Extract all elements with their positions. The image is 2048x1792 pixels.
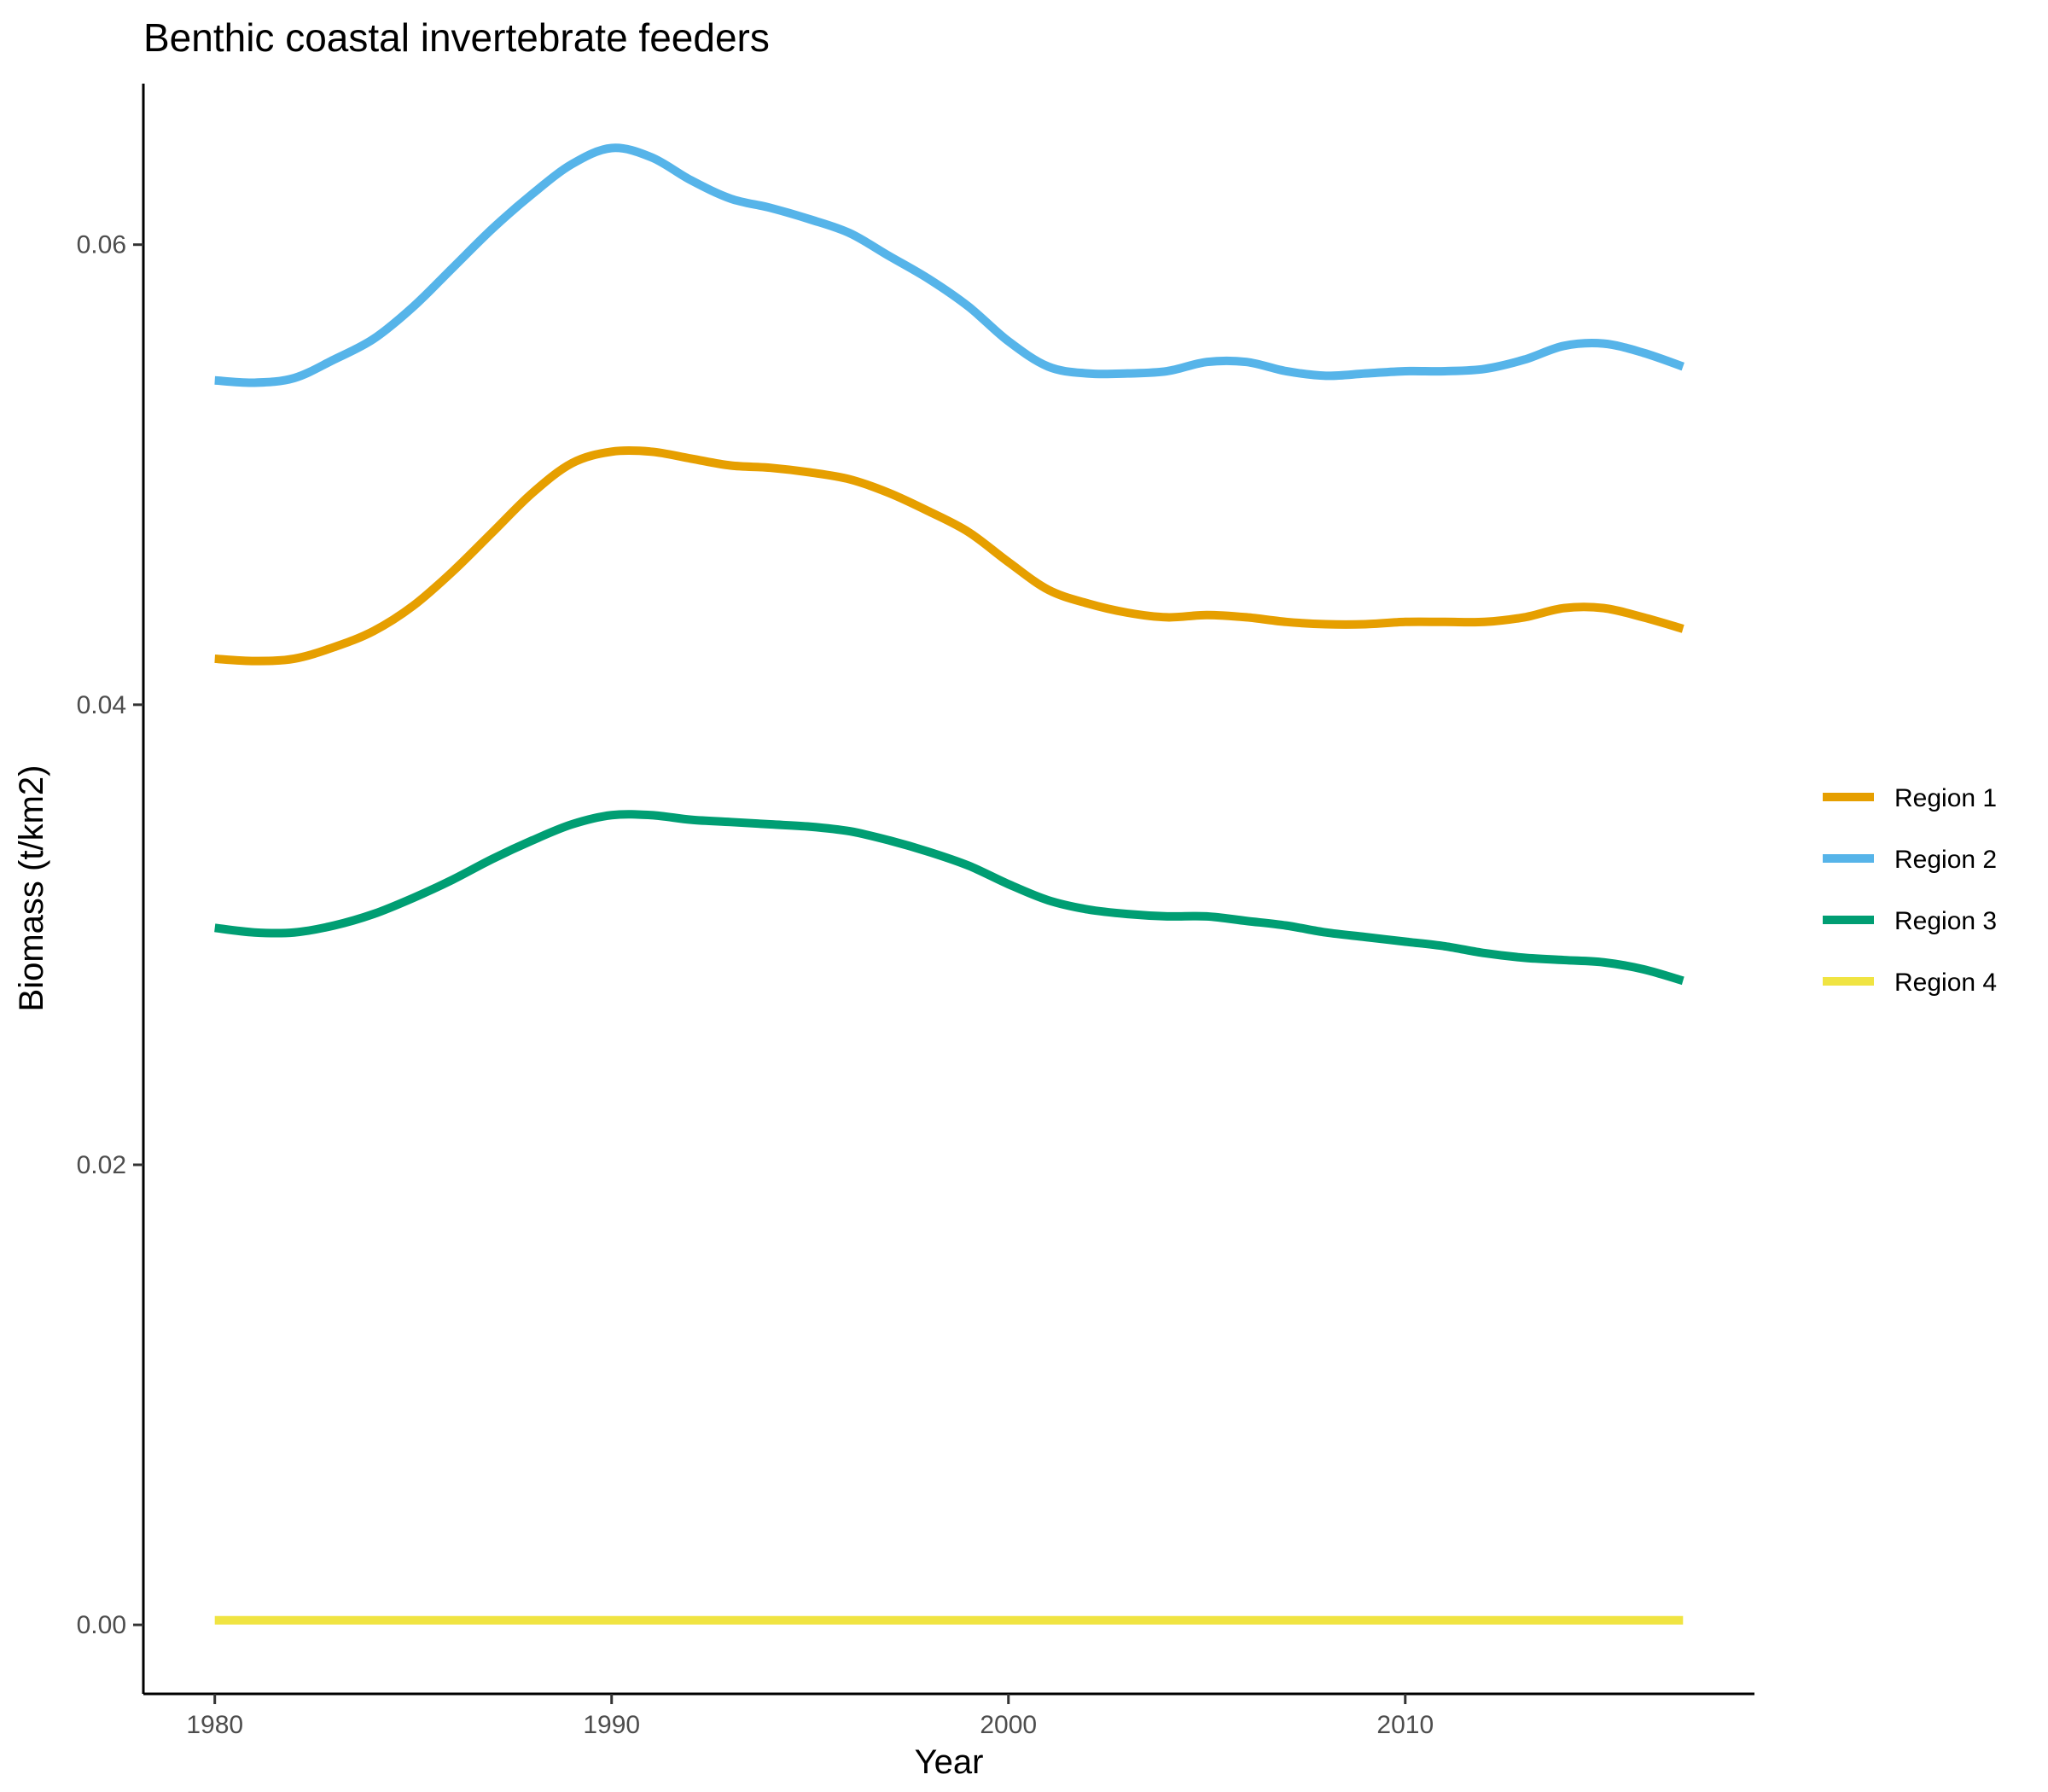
y-axis-title: Biomass (t/km2): [13, 765, 50, 1012]
series-line-2: [214, 143, 1684, 387]
x-tick-label: 1990: [583, 1711, 640, 1739]
x-tick-label: 1980: [186, 1711, 243, 1739]
chart-title: Benthic coastal invertebrate feeders: [143, 15, 770, 60]
x-tick-label: 2000: [980, 1711, 1037, 1739]
y-tick-label: 0.06: [77, 231, 126, 259]
series-line-3: [214, 810, 1684, 986]
x-axis-ticks: 1980 1990 2000 2010: [186, 1694, 1434, 1739]
y-axis-ticks: 0.00 0.02 0.04 0.06: [77, 231, 143, 1639]
series-line-1: [214, 445, 1684, 666]
legend-label-1: Region 1: [1894, 784, 1997, 812]
legend-label-4: Region 4: [1894, 969, 1997, 997]
x-tick-label: 2010: [1376, 1711, 1434, 1739]
y-tick-label: 0.00: [77, 1611, 126, 1639]
legend-label-3: Region 3: [1894, 907, 1997, 935]
legend: Region 1 Region 2 Region 3 Region 4: [1823, 784, 1997, 997]
plot-area: [214, 143, 1684, 1625]
x-axis-title: Year: [915, 1743, 984, 1781]
legend-label-2: Region 2: [1894, 846, 1997, 874]
y-tick-label: 0.02: [77, 1151, 126, 1179]
y-tick-label: 0.04: [77, 691, 126, 719]
